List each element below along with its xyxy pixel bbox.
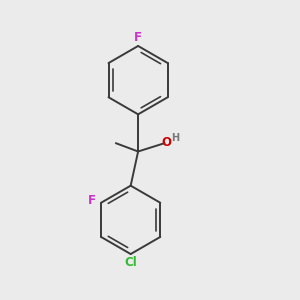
Text: F: F	[134, 31, 142, 44]
Text: O: O	[162, 136, 172, 149]
Text: H: H	[171, 134, 179, 143]
Text: F: F	[88, 194, 96, 207]
Text: Cl: Cl	[124, 256, 137, 269]
